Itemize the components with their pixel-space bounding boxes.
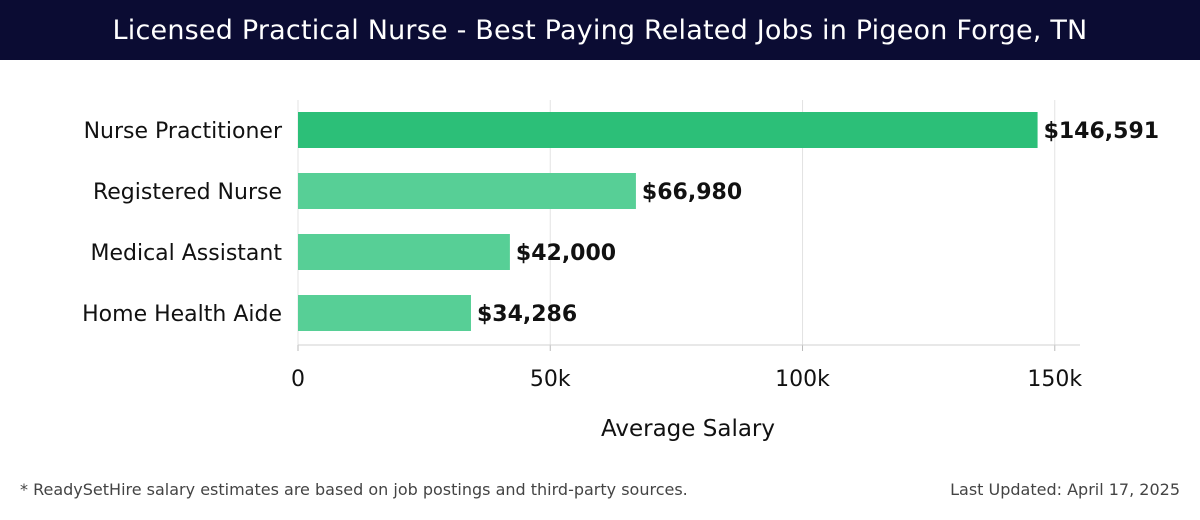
bar — [298, 112, 1038, 148]
salary-bar-chart: 0 50k 100k 150k Nurse Practitioner $146,591 Re… — [82, 100, 1159, 442]
value-label: $42,000 — [516, 241, 616, 266]
category-label: Registered Nurse — [93, 180, 282, 205]
bar — [298, 234, 510, 270]
bars — [298, 112, 1038, 331]
value-label: $34,286 — [477, 302, 577, 327]
x-tick-label: 0 — [291, 367, 305, 392]
category-label: Medical Assistant — [90, 241, 282, 266]
chart-title: Licensed Practical Nurse - Best Paying R… — [112, 14, 1088, 46]
bar — [298, 295, 471, 331]
bar — [298, 173, 636, 209]
value-label: $66,980 — [642, 180, 742, 205]
footnote: * ReadySetHire salary estimates are base… — [20, 480, 688, 499]
x-tick-label: 150k — [1027, 367, 1082, 392]
value-label: $146,591 — [1044, 119, 1160, 144]
last-updated: Last Updated: April 17, 2025 — [950, 480, 1180, 499]
category-label: Nurse Practitioner — [84, 119, 283, 144]
x-axis-title: Average Salary — [601, 416, 775, 442]
labels: 0 50k 100k 150k Nurse Practitioner $146,591 Re… — [82, 119, 1159, 392]
x-tick-label: 100k — [775, 367, 830, 392]
category-label: Home Health Aide — [82, 302, 282, 327]
title-bar: Licensed Practical Nurse - Best Paying R… — [0, 0, 1200, 60]
x-tick-label: 50k — [530, 367, 571, 392]
